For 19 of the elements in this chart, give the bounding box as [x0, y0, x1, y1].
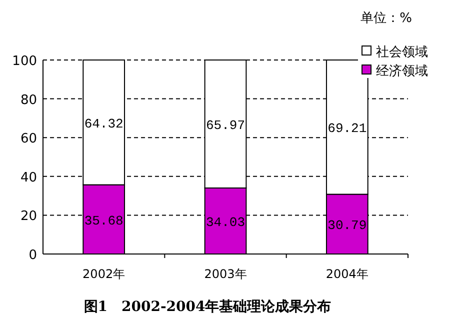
data-label: 34.03: [206, 214, 246, 230]
y-tick-label: 40: [20, 170, 37, 186]
x-tick-label: 2002年: [82, 267, 126, 281]
data-label: 64.32: [84, 116, 124, 132]
text: 图1 2002-2004年基础理论成果分布: [84, 299, 332, 315]
text: 单位：%: [360, 11, 412, 26]
x-tick-label: 2004年: [326, 267, 368, 281]
data-label: 69.21: [328, 121, 367, 136]
y-tick-label: 60: [20, 132, 37, 147]
data-label: 65.97: [206, 118, 246, 133]
y-tick-label: 0: [28, 248, 37, 263]
data-label: 30.79: [328, 218, 367, 234]
data-label: 35.68: [84, 213, 124, 228]
y-tick-label: 100: [12, 54, 37, 69]
y-tick-label: 80: [20, 92, 37, 108]
x-tick-label: 2003年: [204, 267, 247, 281]
y-tick-label: 20: [20, 209, 37, 224]
legend-label: 社会领域: [376, 45, 428, 60]
legend-label: 经济领域: [376, 64, 428, 79]
